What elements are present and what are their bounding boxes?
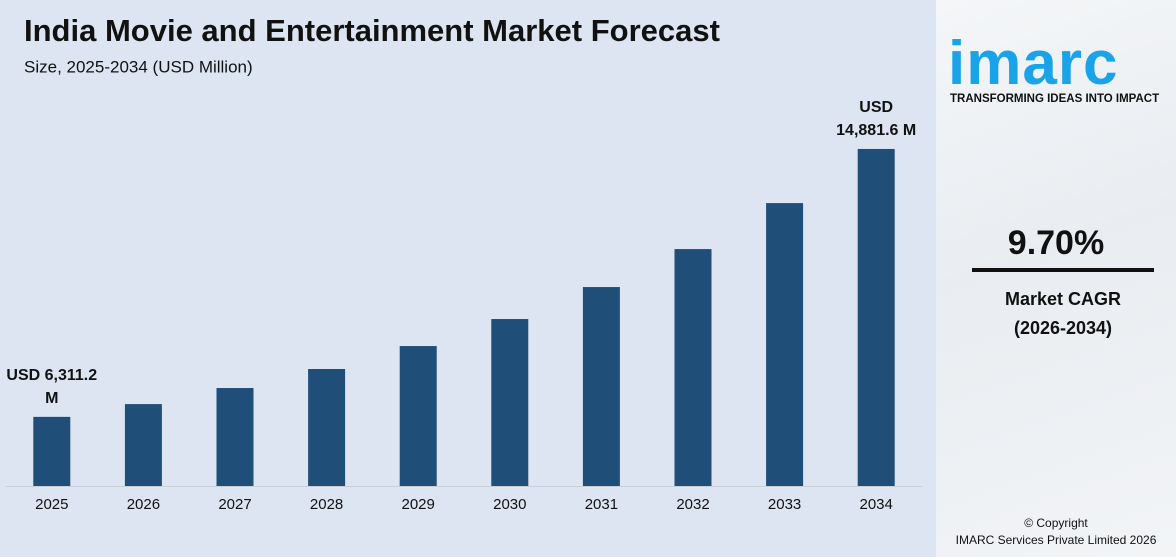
bar: [674, 249, 712, 486]
divider: [972, 268, 1154, 272]
copyright: © Copyright IMARC Services Private Limite…: [936, 515, 1176, 549]
bar: [216, 388, 254, 486]
x-tick-label: 2030: [493, 496, 526, 513]
value-label: USD 6,311.2 M: [6, 366, 98, 407]
company: IMARC Services Private Limited 2026: [955, 533, 1157, 547]
x-tick-label: 2028: [310, 496, 343, 513]
chart-title: India Movie and Entertainment Market For…: [24, 13, 720, 48]
bar: [33, 416, 71, 486]
value-label: USD 14,881.6 M: [836, 98, 917, 139]
tagline: TRANSFORMING IDEAS INTO IMPACT: [950, 93, 1160, 105]
chart-subtitle: Size, 2025-2034 (USD Million): [24, 57, 253, 76]
bar: [582, 287, 620, 486]
x-tick-label: 2034: [860, 496, 893, 513]
copyright-text: © Copyright: [1024, 516, 1088, 530]
x-tick-label: 2026: [127, 496, 160, 513]
chart: India Movie and Entertainment Market For…: [6, 13, 922, 513]
x-tick-label: 2029: [402, 496, 435, 513]
bar: [399, 346, 437, 486]
x-tick-label: 2025: [35, 496, 68, 513]
cagr-label: Market CAGR (2026-2034): [936, 285, 1176, 343]
bar: [766, 203, 804, 486]
cagr-label-text: Market CAGR: [1004, 289, 1122, 309]
cagr-period: (2026-2034): [1013, 318, 1113, 338]
x-tick-label: 2033: [768, 496, 801, 513]
bar: [857, 148, 895, 487]
x-tick-label: 2031: [585, 496, 618, 513]
bar: [124, 404, 162, 486]
cagr-value: 9.70%: [1007, 224, 1105, 262]
x-tick-label: 2027: [218, 496, 251, 513]
bar: [491, 319, 529, 486]
bar: [308, 369, 346, 486]
logo: imarc: [948, 29, 1119, 98]
sidebar: imarc TRANSFORMING IDEAS INTO IMPACT 9.7…: [936, 0, 1176, 557]
x-tick-label: 2032: [676, 496, 709, 513]
